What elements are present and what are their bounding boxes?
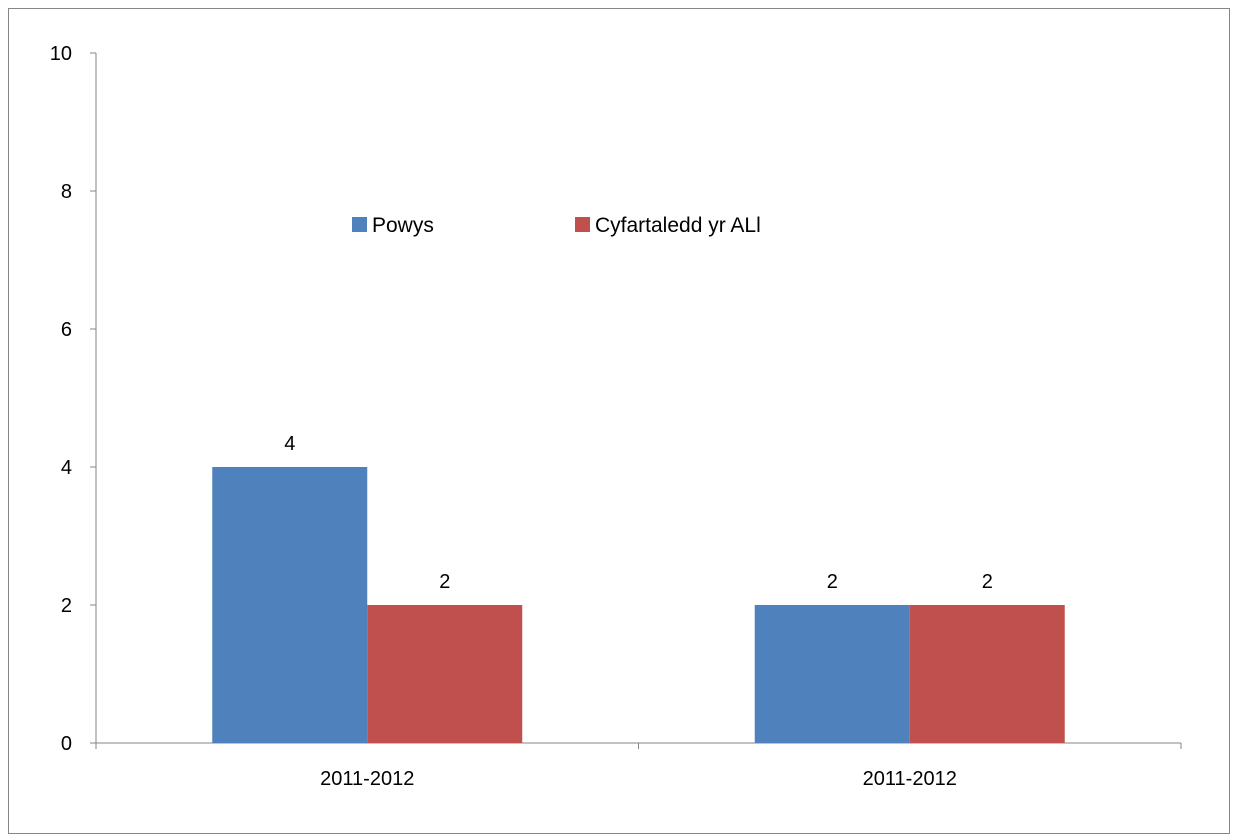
y-tick-label: 6	[61, 319, 72, 341]
bar	[212, 467, 368, 743]
chart-legend: Powys Cyfartaledd yr ALl	[352, 214, 761, 237]
bar-data-label: 4	[284, 433, 295, 455]
bar	[909, 605, 1065, 743]
bar	[754, 605, 910, 743]
legend-label: Cyfartaledd yr ALl	[595, 214, 761, 237]
bar-data-label: 2	[982, 571, 993, 593]
y-tick-label: 4	[61, 457, 72, 479]
y-tick-label: 10	[50, 43, 72, 65]
y-tick-label: 2	[61, 595, 72, 617]
chart-bars	[212, 467, 1065, 743]
x-tick-label: 2011-2012	[320, 768, 414, 790]
bar-data-label: 2	[827, 571, 838, 593]
x-tick-label: 2011-2012	[863, 768, 957, 790]
y-tick-label: 8	[61, 181, 72, 203]
legend-swatch	[352, 217, 367, 232]
bar-data-label: 2	[439, 571, 450, 593]
bar	[367, 605, 523, 743]
legend-swatch	[575, 217, 590, 232]
chart-data-labels: 4 2 2 2	[284, 433, 993, 593]
y-tick-label: 0	[61, 733, 72, 755]
legend-label: Powys	[372, 214, 434, 237]
